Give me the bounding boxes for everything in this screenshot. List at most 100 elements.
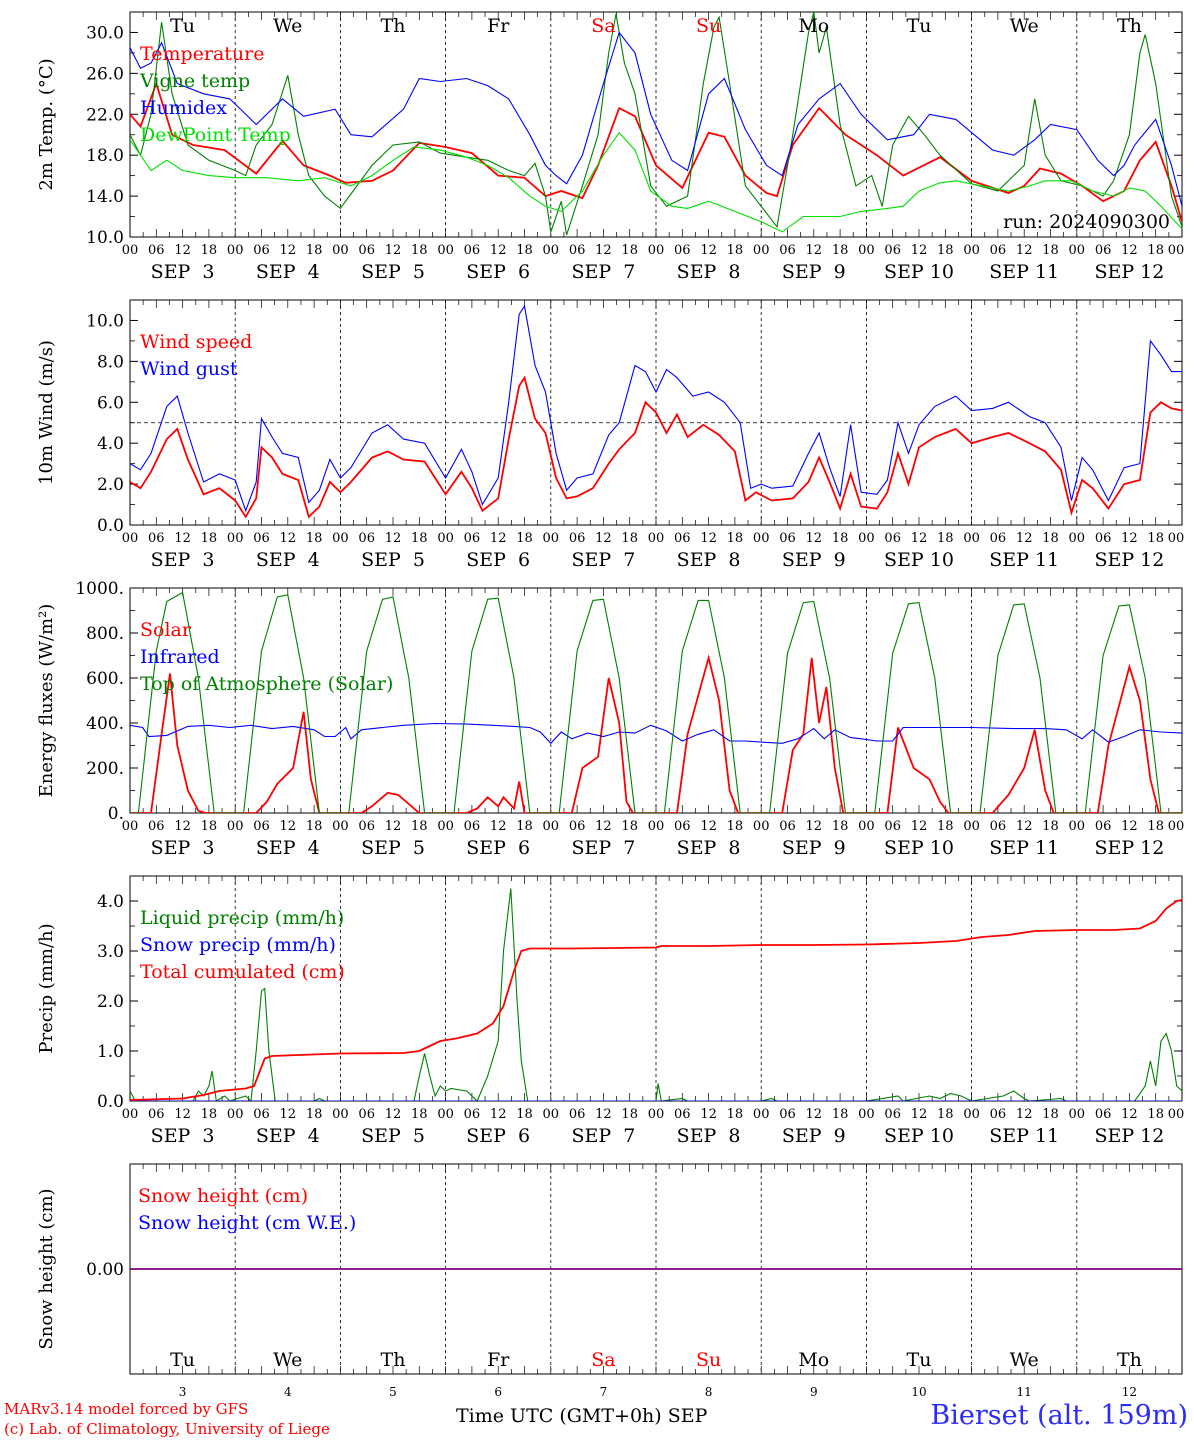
hour-tick-label: 00 (227, 1107, 244, 1122)
day-of-week-label: Tu (907, 1349, 932, 1371)
hour-tick-label: 00 (332, 819, 349, 834)
series-line-solar (130, 654, 1182, 813)
y-tick-label: 0.0 (97, 1092, 124, 1112)
hour-tick-label: 18 (832, 819, 849, 834)
hour-tick-label: 06 (464, 1107, 481, 1122)
day-number-label: 3 (179, 1385, 187, 1399)
date-label: SEP 6 (466, 1125, 530, 1147)
hour-tick-label: 12 (806, 819, 823, 834)
hour-tick-label: 18 (306, 243, 323, 258)
hour-tick-label: 00 (332, 1107, 349, 1122)
hour-tick-label: 00 (858, 531, 875, 546)
hour-tick-label: 00 (543, 531, 560, 546)
hour-tick-label: 12 (280, 1107, 297, 1122)
hour-tick-label: 00 (648, 819, 665, 834)
date-label: SEP 11 (989, 549, 1059, 571)
hour-tick-label: 06 (464, 819, 481, 834)
hour-tick-label: 00 (543, 819, 560, 834)
day-number-label: 7 (600, 1385, 608, 1399)
hour-tick-label: 06 (358, 819, 375, 834)
hour-tick-label: 12 (595, 1107, 612, 1122)
hour-tick-label: 12 (595, 243, 612, 258)
hour-tick-label: 12 (806, 243, 823, 258)
day-of-week-label: Tu (907, 15, 932, 37)
day-of-week-label: Mo (798, 1349, 829, 1371)
date-label: SEP 8 (677, 1125, 741, 1147)
y-tick-label: 1000. (75, 579, 124, 599)
y-axis-label: Snow height (cm) (36, 1188, 57, 1349)
hour-tick-label: 18 (621, 531, 638, 546)
hour-tick-label: 06 (779, 243, 796, 258)
y-tick-label: 0.0 (97, 516, 124, 536)
hour-tick-label: 18 (411, 1107, 428, 1122)
date-label: SEP 3 (151, 1125, 215, 1147)
hour-tick-label: 00 (1069, 531, 1086, 546)
hour-tick-label: 06 (674, 819, 691, 834)
hour-tick-label: 00 (1069, 1107, 1086, 1122)
panel-temperature: 10.0 14.0 18.0 22.0 26.0 30.0 2m Temp. (°C) Tem… (36, 11, 1184, 283)
hour-tick-label: 00 (753, 531, 770, 546)
series-line-liquid-precip-mm-h- (130, 888, 1182, 1101)
hour-tick-label: 00 (122, 1107, 139, 1122)
day-of-week-label: Sa (591, 1349, 615, 1371)
hour-tick-label: 06 (464, 243, 481, 258)
hour-tick-label: 12 (385, 819, 402, 834)
date-label: SEP 6 (466, 837, 530, 859)
hour-tick-label: 18 (1147, 243, 1164, 258)
hour-tick-label: 12 (385, 243, 402, 258)
date-label: SEP 5 (361, 837, 425, 859)
legend-entry: Snow height (cm) (138, 1185, 308, 1207)
hour-tick-label: 06 (569, 819, 586, 834)
date-label: SEP 3 (151, 837, 215, 859)
hour-tick-label: 12 (806, 531, 823, 546)
date-label: SEP 7 (571, 261, 635, 283)
hour-tick-label: 18 (937, 243, 954, 258)
y-tick-label: 6.0 (97, 393, 124, 413)
hour-tick-label: 06 (884, 1107, 901, 1122)
hour-tick-label: 00 (963, 1107, 980, 1122)
hour-tick-label: 06 (569, 243, 586, 258)
hour-tick-label: 18 (727, 243, 744, 258)
date-label: SEP 11 (989, 1125, 1059, 1147)
legend-entry: Infrared (140, 646, 220, 668)
hour-tick-label: 12 (911, 1107, 928, 1122)
hour-tick-label: 06 (674, 243, 691, 258)
day-number-label: 10 (911, 1385, 926, 1399)
series-line-humidex (130, 31, 1182, 207)
panel-frame (129, 587, 1183, 814)
hour-tick-label: 00 (332, 531, 349, 546)
hour-tick-label: 12 (1121, 531, 1138, 546)
legend-entry: Snow height (cm W.E.) (138, 1212, 356, 1234)
hour-tick-label: 18 (411, 531, 428, 546)
hour-tick-label: 06 (253, 819, 270, 834)
hour-tick-label: 12 (1016, 531, 1033, 546)
series-line-wind-speed (130, 375, 1182, 519)
hour-tick-label: 18 (201, 243, 218, 258)
hour-tick-label: 12 (1121, 1107, 1138, 1122)
legend-entry: Temperature (140, 43, 264, 65)
y-tick-label: 8.0 (97, 352, 124, 372)
hour-tick-label: 00 (1168, 1107, 1185, 1122)
date-label: SEP 5 (361, 261, 425, 283)
date-label: SEP 10 (884, 261, 954, 283)
hour-tick-label: 00 (227, 819, 244, 834)
station-name: Bierset (alt. 159m) (930, 1400, 1188, 1431)
date-label: SEP 12 (1094, 1125, 1164, 1147)
date-label: SEP 5 (361, 1125, 425, 1147)
legend-entry: Wind gust (140, 358, 238, 380)
legend-entry: Vigne temp (139, 70, 250, 92)
date-label: SEP 4 (256, 837, 320, 859)
hour-tick-label: 06 (148, 1107, 165, 1122)
hour-tick-label: 00 (858, 243, 875, 258)
legend-entry: Wind speed (140, 331, 252, 353)
day-of-week-label: Tu (170, 15, 195, 37)
hour-tick-label: 00 (963, 243, 980, 258)
hour-tick-label: 18 (306, 819, 323, 834)
date-label: SEP 7 (571, 1125, 635, 1147)
day-of-week-label: Mo (798, 15, 829, 37)
date-label: SEP 6 (466, 549, 530, 571)
hour-tick-label: 12 (174, 243, 191, 258)
y-tick-label: 200. (86, 759, 124, 779)
hour-tick-label: 18 (201, 819, 218, 834)
date-label: SEP 10 (884, 1125, 954, 1147)
